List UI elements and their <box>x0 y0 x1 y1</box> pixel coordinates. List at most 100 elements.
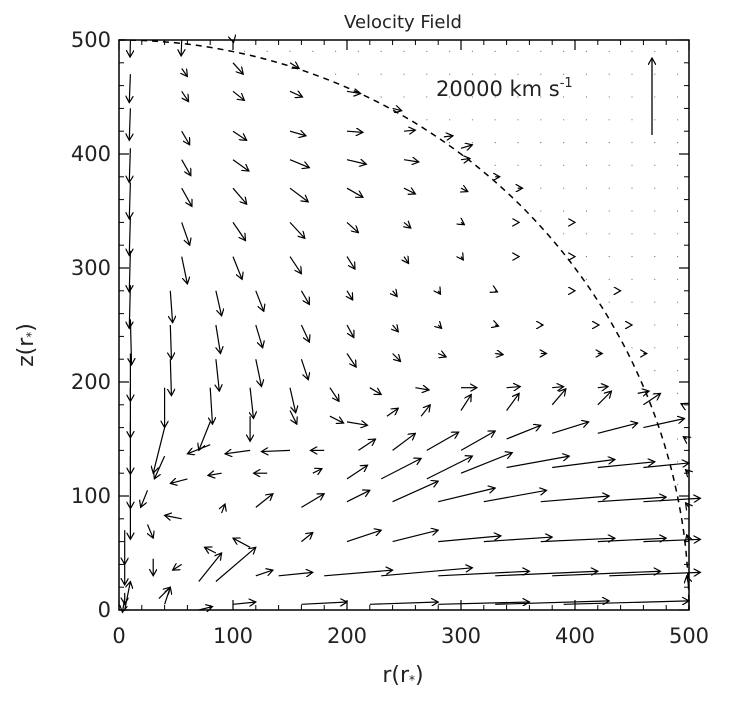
grid-dot <box>540 210 542 212</box>
velocity-arrow <box>637 391 649 393</box>
velocity-arrow <box>329 415 344 423</box>
velocity-arrow <box>346 490 370 503</box>
velocity-arrow <box>232 159 249 171</box>
grid-dot <box>677 142 679 144</box>
grid-dot <box>654 96 656 98</box>
velocity-arrow <box>232 187 247 204</box>
grid-dot <box>357 50 359 53</box>
velocity-arrow <box>415 388 429 390</box>
velocity-arrow <box>154 455 166 479</box>
grid-dot <box>585 119 588 121</box>
velocity-arrow <box>346 256 355 270</box>
grid-dot <box>654 142 656 144</box>
grid-dot <box>563 142 565 144</box>
grid-dot <box>631 233 633 235</box>
velocity-arrow <box>153 427 166 474</box>
grid-dot <box>608 278 610 280</box>
velocity-arrow <box>597 538 666 541</box>
velocity-arrow <box>187 444 211 454</box>
reference-vector-label: 20000 km s-1 <box>436 76 573 101</box>
velocity-arrow <box>393 325 399 332</box>
grid-dot <box>677 233 679 235</box>
plot-frame <box>118 39 690 611</box>
velocity-arrow <box>346 160 366 165</box>
grid-dot <box>380 50 382 53</box>
velocity-arrow <box>347 290 353 300</box>
grid-dot <box>426 50 428 53</box>
velocity-arrow <box>686 470 689 473</box>
velocity-arrow <box>300 359 308 380</box>
grid-dot <box>266 50 268 53</box>
velocity-arrow <box>403 188 415 194</box>
velocity-arrow <box>552 571 660 577</box>
grid-dot <box>563 210 565 212</box>
velocity-arrow <box>643 418 684 429</box>
grid-dot <box>243 50 245 53</box>
grid-dot <box>654 256 656 258</box>
grid-dot <box>654 301 656 303</box>
grid-dot <box>540 73 542 75</box>
grid-dot <box>608 301 610 303</box>
grid-dot <box>517 96 519 98</box>
grid-dot <box>608 187 610 189</box>
grid-dot <box>677 324 679 326</box>
grid-dot <box>677 96 679 98</box>
velocity-arrows <box>122 40 700 612</box>
velocity-arrow <box>250 387 253 419</box>
velocity-arrow <box>643 393 660 406</box>
grid-dot <box>540 50 542 53</box>
velocity-arrow <box>597 423 638 434</box>
velocity-arrow <box>225 450 251 453</box>
velocity-arrow <box>129 108 130 140</box>
grid-dot <box>517 73 519 75</box>
velocity-arrow <box>346 131 363 132</box>
plot-area <box>118 39 700 612</box>
grid-dot <box>585 210 588 212</box>
velocity-arrow <box>346 221 358 232</box>
velocity-arrow <box>380 458 421 480</box>
velocity-arrow <box>205 547 217 553</box>
y-axis: 0 100 200 300 400 500 <box>71 28 689 622</box>
grid-dot <box>540 142 542 144</box>
velocity-arrow <box>438 536 501 543</box>
grid-dot <box>517 164 519 166</box>
velocity-arrow <box>170 479 188 484</box>
grid-dot <box>517 50 519 53</box>
grid-dot <box>608 256 610 258</box>
velocity-arrow <box>129 74 130 103</box>
grid-dot <box>335 50 337 53</box>
velocity-arrow <box>386 408 398 417</box>
velocity-arrow <box>403 160 419 162</box>
grid-dot <box>631 210 633 212</box>
grid-dot <box>677 301 679 303</box>
grid-dot <box>585 256 588 258</box>
velocity-arrow <box>438 571 529 577</box>
velocity-arrow <box>198 553 222 582</box>
velocity-arrow <box>232 130 247 140</box>
grid-dot <box>677 438 679 440</box>
velocity-arrow <box>233 538 251 548</box>
velocity-arrow <box>232 602 256 604</box>
velocity-arrow <box>540 538 615 541</box>
velocity-arrow <box>438 488 495 503</box>
grid-dot <box>449 73 451 75</box>
x-tick-label: 0 <box>112 624 125 648</box>
x-axis: 0 100 200 300 400 500 <box>112 40 709 648</box>
velocity-arrow <box>289 410 297 425</box>
grid-dot <box>471 96 473 98</box>
velocity-arrow <box>393 291 398 297</box>
velocity-arrow <box>215 324 221 354</box>
x-tick-label: 300 <box>441 624 481 648</box>
velocity-arrow <box>289 187 308 202</box>
velocity-arrow <box>301 602 347 604</box>
velocity-arrow <box>301 532 312 543</box>
velocity-arrow <box>182 68 188 77</box>
grid-dot <box>631 324 633 326</box>
velocity-arrow <box>324 570 392 577</box>
grid-dot <box>312 50 314 53</box>
velocity-arrow <box>170 324 171 359</box>
grid-dot <box>585 233 588 235</box>
velocity-arrow <box>506 456 570 469</box>
grid-dot <box>449 50 451 53</box>
velocity-arrow <box>312 469 322 474</box>
